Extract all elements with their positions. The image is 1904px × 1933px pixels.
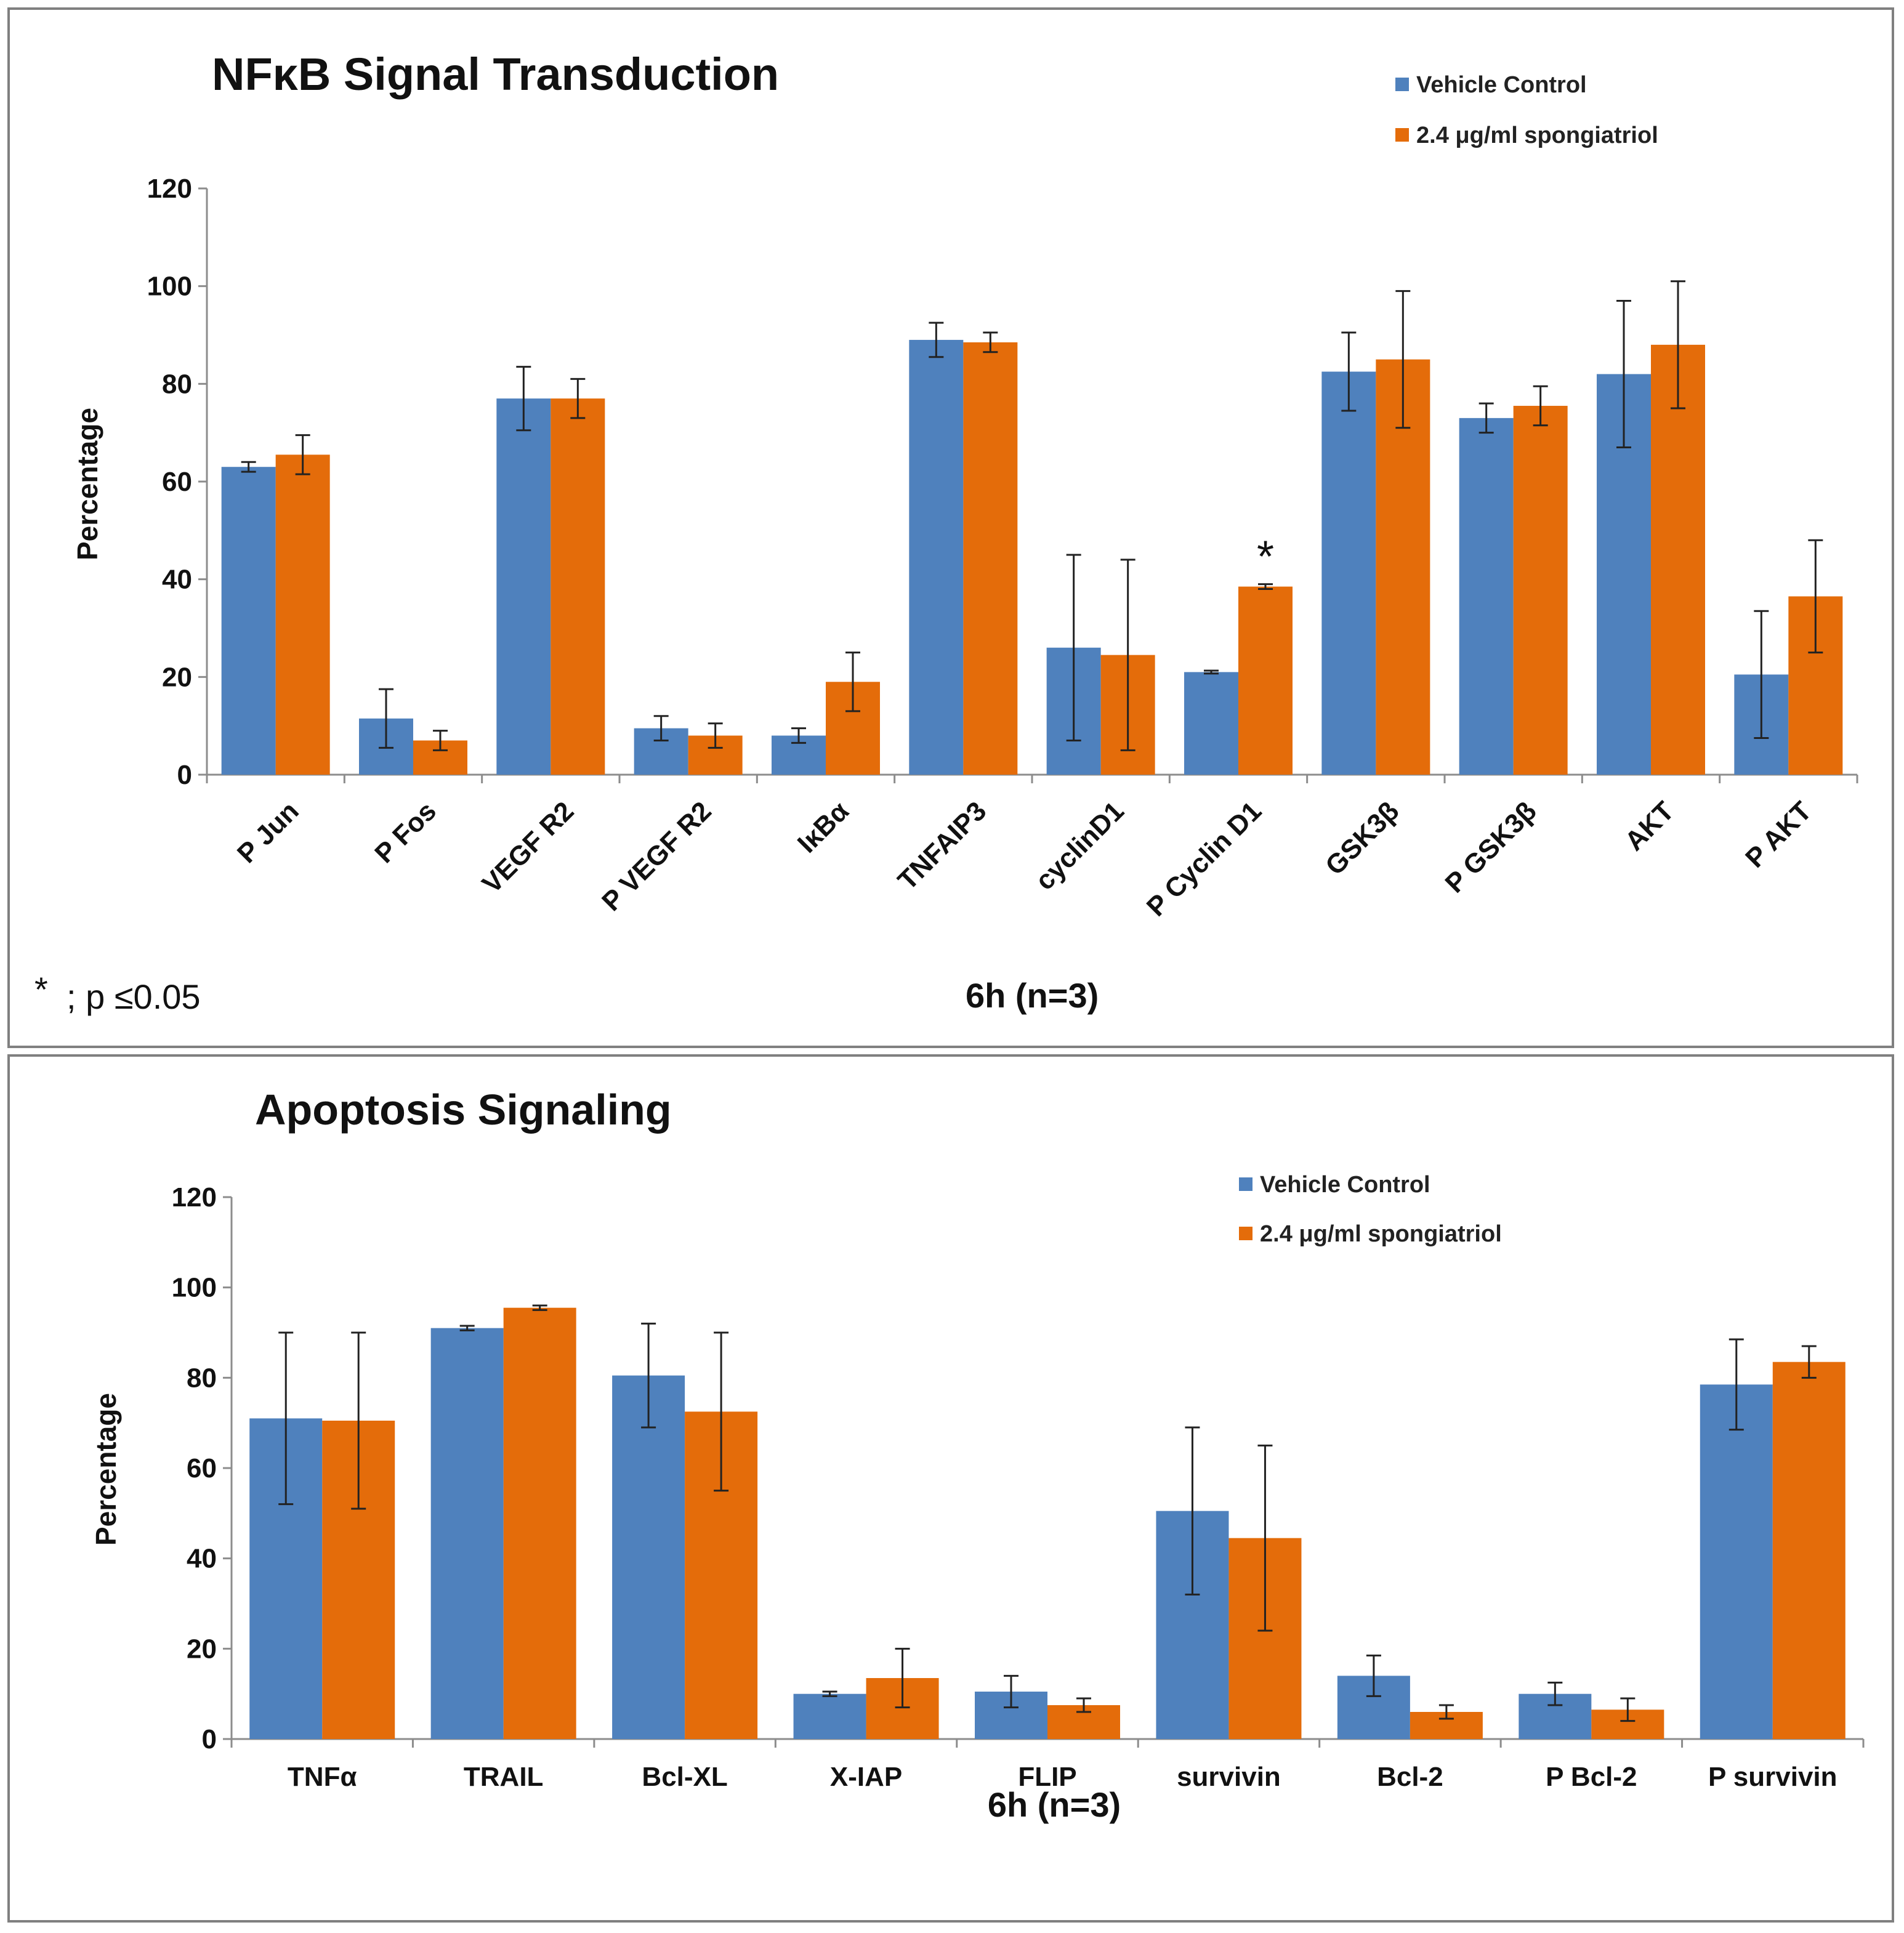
category-label: cyclinD1 [1030, 796, 1130, 896]
category-label: P AKT [1740, 796, 1817, 873]
bar-spongiatriol [503, 1307, 576, 1739]
category-label: AKT [1619, 796, 1680, 857]
y-tick-label: 60 [162, 467, 192, 497]
footnote-text: ; p ≤0.05 [67, 977, 201, 1016]
bar-vehicle [1700, 1384, 1773, 1739]
bar-vehicle [793, 1693, 866, 1739]
category-label: FLIP [1018, 1762, 1076, 1792]
category-label: P Jun [232, 796, 305, 869]
legend-swatch-spongiatriol [1395, 128, 1409, 142]
x-axis-label: 6h (n=3) [988, 1785, 1121, 1824]
category-label: P Fos [369, 796, 442, 869]
nfkb-chart-panel: NFκB Signal Transduction Vehicle Control… [7, 7, 1894, 1048]
bar-vehicle [1184, 672, 1238, 775]
y-tick-label: 60 [187, 1453, 217, 1483]
y-axis-label: Percentage [90, 1393, 122, 1546]
category-label: TRAIL [464, 1762, 544, 1792]
category-label: TNFAIP3 [892, 796, 993, 896]
bar-vehicle [909, 339, 964, 775]
bar-vehicle [496, 398, 551, 775]
bar-spongiatriol [1651, 344, 1705, 775]
y-tick-label: 80 [162, 369, 192, 399]
bar-vehicle [1459, 418, 1514, 775]
bar-spongiatriol [1238, 586, 1293, 775]
y-tick-label: 80 [187, 1363, 217, 1393]
category-label: P GSK3β [1440, 796, 1543, 898]
y-tick-label: 0 [177, 760, 192, 790]
significance-marker: * [1257, 533, 1274, 582]
y-axis-label: Percentage [71, 408, 103, 560]
y-tick-label: 20 [162, 662, 192, 692]
legend-swatch-vehicle [1239, 1177, 1253, 1191]
bar-vehicle [430, 1328, 504, 1739]
category-label: VEGF R2 [477, 796, 580, 899]
y-tick-label: 20 [187, 1634, 217, 1664]
legend-swatch-vehicle [1395, 78, 1409, 91]
y-tick-label: 40 [187, 1544, 217, 1574]
y-tick-label: 0 [202, 1724, 217, 1754]
apoptosis-chart: Apoptosis Signaling Vehicle Control 2.4 … [90, 1086, 1865, 1824]
nfkb-chart: NFκB Signal Transduction Vehicle Control… [34, 49, 1858, 1016]
bar-vehicle [221, 467, 276, 775]
category-label: TNFα [288, 1762, 357, 1792]
category-label: P Cyclin D1 [1141, 796, 1267, 922]
legend-label-spongiatriol: 2.4 μg/ml spongiatriol [1260, 1221, 1502, 1247]
bar-spongiatriol [551, 398, 605, 775]
bar-spongiatriol [1513, 406, 1568, 775]
category-label: P survivin [1708, 1762, 1837, 1792]
x-axis-label: 6h (n=3) [966, 976, 1099, 1015]
category-label: IκBα [792, 796, 855, 858]
chart-title: NFκB Signal Transduction [212, 49, 779, 100]
plot-area: 0 20 40 60 80 100 120 TNFα TRAIL Bcl-XL X-IAP FLIP s… [172, 1182, 1865, 1792]
y-tick-label: 120 [147, 174, 192, 204]
plot-area: 0 20 40 60 80 100 120 P Jun P Fos VEGF R2 P VEGF R… [147, 174, 1858, 922]
legend-label-vehicle: Vehicle Control [1260, 1172, 1430, 1198]
bar-vehicle [612, 1375, 685, 1739]
chart-title: Apoptosis Signaling [255, 1086, 672, 1134]
category-label: survivin [1177, 1762, 1281, 1792]
y-tick-label: 120 [172, 1182, 217, 1213]
bar-spongiatriol [275, 454, 330, 775]
y-tick-label: 100 [172, 1273, 217, 1303]
category-label: X-IAP [830, 1762, 902, 1792]
bar-spongiatriol [963, 342, 1018, 775]
category-label: GSK3β [1320, 796, 1405, 881]
legend-swatch-spongiatriol [1239, 1227, 1253, 1240]
bar-vehicle [1321, 371, 1376, 775]
significance-footnote: * ; p ≤0.05 [34, 970, 201, 1016]
apoptosis-chart-panel: Apoptosis Signaling Vehicle Control 2.4 … [7, 1054, 1894, 1923]
legend-label-vehicle: Vehicle Control [1416, 72, 1587, 98]
y-tick-label: 100 [147, 272, 192, 302]
legend: Vehicle Control 2.4 μg/ml spongiatriol [1395, 72, 1658, 148]
category-label: Bcl-XL [642, 1762, 727, 1792]
category-label: P Bcl-2 [1546, 1762, 1637, 1792]
footnote-symbol: * [34, 970, 48, 1009]
y-tick-label: 40 [162, 565, 192, 595]
bar-spongiatriol [1772, 1362, 1846, 1739]
category-label: P VEGF R2 [596, 796, 717, 917]
category-label: Bcl-2 [1377, 1762, 1443, 1792]
legend-label-spongiatriol: 2.4 μg/ml spongiatriol [1416, 123, 1658, 148]
legend: Vehicle Control 2.4 μg/ml spongiatriol [1239, 1172, 1502, 1247]
